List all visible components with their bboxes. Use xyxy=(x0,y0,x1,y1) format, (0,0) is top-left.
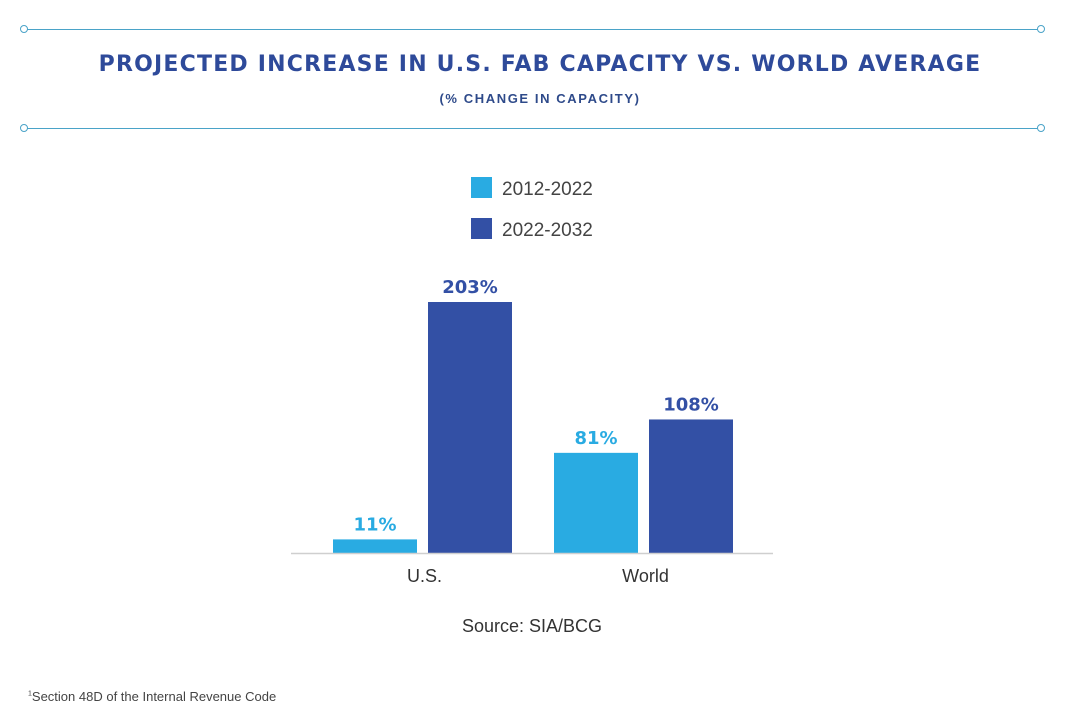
legend-label: 2022-2032 xyxy=(502,220,593,241)
top-divider xyxy=(24,29,1041,30)
chart-subtitle: (% CHANGE IN CAPACITY) xyxy=(439,91,641,106)
legend-swatch xyxy=(471,177,492,198)
bar-value-label: 11% xyxy=(353,514,396,535)
divider-endpoint xyxy=(20,25,28,33)
bottom-divider xyxy=(24,128,1041,129)
bar xyxy=(333,539,417,553)
bar xyxy=(649,419,733,553)
divider-endpoint xyxy=(1037,124,1045,132)
bar-value-label: 203% xyxy=(442,277,498,298)
bar xyxy=(554,452,638,553)
footnote-text: Section 48D of the Internal Revenue Code xyxy=(31,689,277,704)
legend-swatch xyxy=(471,218,492,239)
footnote-marker: 1 xyxy=(28,690,32,698)
legend-label: 2012-2022 xyxy=(502,179,593,200)
category-label: World xyxy=(622,566,669,586)
bar-value-label: 108% xyxy=(663,394,719,415)
source-note: Source: SIA/BCG xyxy=(461,616,603,636)
bar xyxy=(428,302,512,553)
category-label: U.S. xyxy=(407,566,442,586)
chart-title: PROJECTED INCREASE IN U.S. FAB CAPACITY … xyxy=(98,52,982,77)
bar-value-label: 81% xyxy=(574,428,617,449)
footnote: 1Section 48D of the Internal Revenue Cod… xyxy=(28,689,276,704)
divider-endpoint xyxy=(1037,25,1045,33)
divider-endpoint xyxy=(20,124,28,132)
